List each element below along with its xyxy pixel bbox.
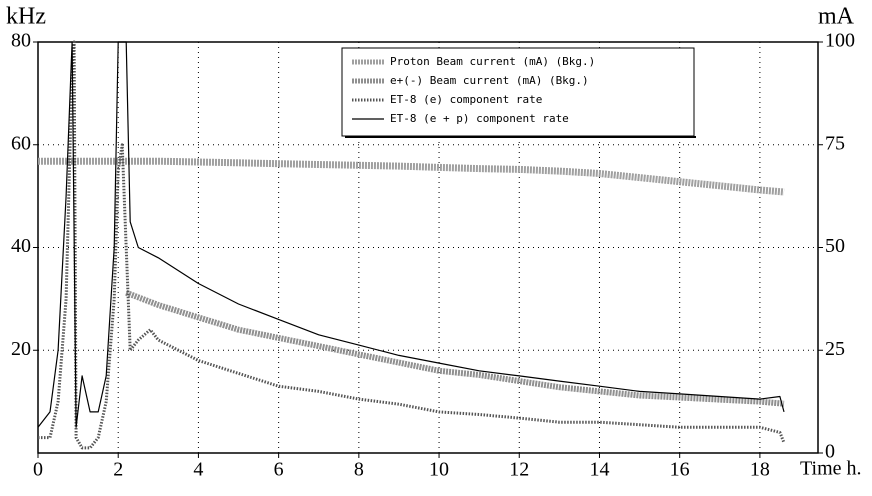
- legend-label: e+(-) Beam current (mA) (Bkg.): [390, 74, 589, 87]
- y2-tick-label: 0: [825, 441, 835, 463]
- x-tick-label: 10: [429, 459, 449, 481]
- y-tick-label: 20: [11, 338, 31, 360]
- legend-label: Proton Beam current (mA) (Bkg.): [390, 55, 595, 68]
- y-axis-label: kHz: [6, 4, 46, 30]
- y2-tick-label: 50: [825, 235, 845, 257]
- legend: Proton Beam current (mA) (Bkg.) e+(-) Bea…: [341, 47, 696, 138]
- x-tick-label: 6: [274, 459, 284, 481]
- x-tick-label: 16: [670, 459, 690, 481]
- y2-tick-label: 25: [825, 338, 845, 360]
- legend-box: [341, 47, 695, 137]
- y-tick-label: 60: [11, 132, 31, 154]
- legend-label: ET-8 (e + p) component rate: [390, 112, 569, 125]
- legend-label: ET-8 (e) component rate: [390, 93, 542, 106]
- series-line: [38, 157, 785, 196]
- x-tick-label: 14: [589, 459, 609, 481]
- x-tick-label: 0: [33, 459, 43, 481]
- y2-axis-label: mA: [818, 4, 855, 30]
- series-line: [125, 289, 785, 407]
- x-tick-label: 2: [113, 459, 123, 481]
- x-tick-label: 4: [193, 459, 203, 481]
- y-tick-label: 80: [11, 30, 31, 52]
- x-tick-label: 8: [354, 459, 364, 481]
- x-tick-label: 18: [750, 459, 770, 481]
- series-line: [37, 41, 785, 428]
- y2-tick-label: 100: [825, 30, 855, 52]
- y-tick-label: 40: [11, 235, 31, 257]
- x-axis-label: Time h.: [800, 458, 862, 480]
- x-tick-label: 12: [509, 459, 529, 481]
- y2-tick-label: 75: [825, 132, 845, 154]
